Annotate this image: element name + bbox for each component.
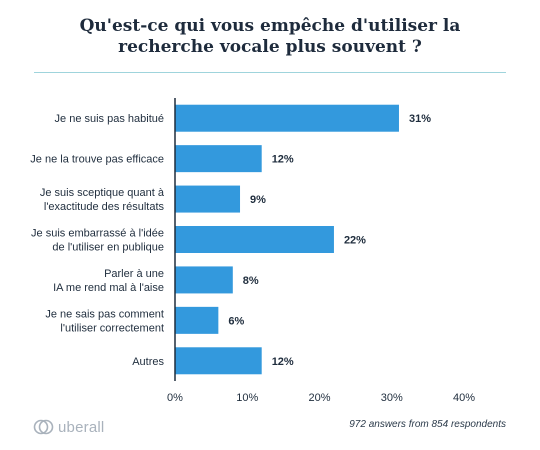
chart-title: Qu'est-ce qui vous empêche d'utiliser la…: [0, 16, 540, 58]
category-label-6: Autres: [132, 356, 164, 368]
source-note: 972 answers from 854 respondents: [349, 419, 506, 430]
value-label-2: 9%: [250, 194, 266, 206]
bar-6: [175, 347, 262, 375]
category-label-1: Je ne la trouve pas efficace: [30, 154, 164, 166]
x-tick-label-3: 30%: [381, 392, 403, 404]
category-label-5: Je ne sais pas comment l'utiliser correct…: [45, 308, 164, 334]
category-labels-group: Je ne suis pas habitué Je ne la trouve pa…: [30, 113, 165, 368]
bar-2: [175, 185, 241, 213]
bars-group: [175, 104, 399, 375]
brand-logo: uberall: [32, 417, 104, 437]
value-label-0: 31%: [409, 113, 431, 125]
value-labels-group: 31% 12% 9% 22% 8% 6% 12%: [228, 113, 431, 368]
x-tick-label-1: 10%: [236, 392, 258, 404]
category-label-4: Parler à une IA me rend mal à l'aise: [53, 268, 164, 294]
x-tick-label-2: 20%: [308, 392, 330, 404]
value-label-6: 12%: [272, 356, 294, 368]
value-label-1: 12%: [272, 154, 294, 166]
bar-5: [175, 306, 219, 334]
title-divider: [34, 72, 506, 73]
value-label-5: 6%: [228, 315, 244, 327]
x-tick-labels-group: 0% 10% 20% 30% 40%: [167, 392, 475, 404]
bar-0: [175, 104, 399, 132]
uberall-logo-icon: [33, 419, 54, 435]
bar-1: [175, 145, 262, 173]
x-tick-label-4: 40%: [453, 392, 475, 404]
chart-title-line-2: recherche vocale plus souvent ?: [118, 37, 422, 57]
chart-title-line-1: Qu'est-ce qui vous empêche d'utiliser la: [79, 16, 461, 36]
bar-4: [175, 266, 233, 294]
category-label-2: Je suis sceptique quant à l'exactitude de…: [40, 187, 165, 213]
category-label-3: Je suis embarrassé à l'idée de l'utiliser…: [31, 228, 164, 254]
x-tick-label-0: 0%: [167, 392, 183, 404]
category-label-0: Je ne suis pas habitué: [55, 113, 164, 125]
value-label-3: 22%: [344, 235, 366, 247]
bar-chart: Je ne suis pas habitué Je ne la trouve pa…: [30, 98, 475, 404]
value-label-4: 8%: [243, 275, 259, 287]
brand-name: uberall: [58, 418, 105, 436]
bar-3: [175, 226, 334, 253]
